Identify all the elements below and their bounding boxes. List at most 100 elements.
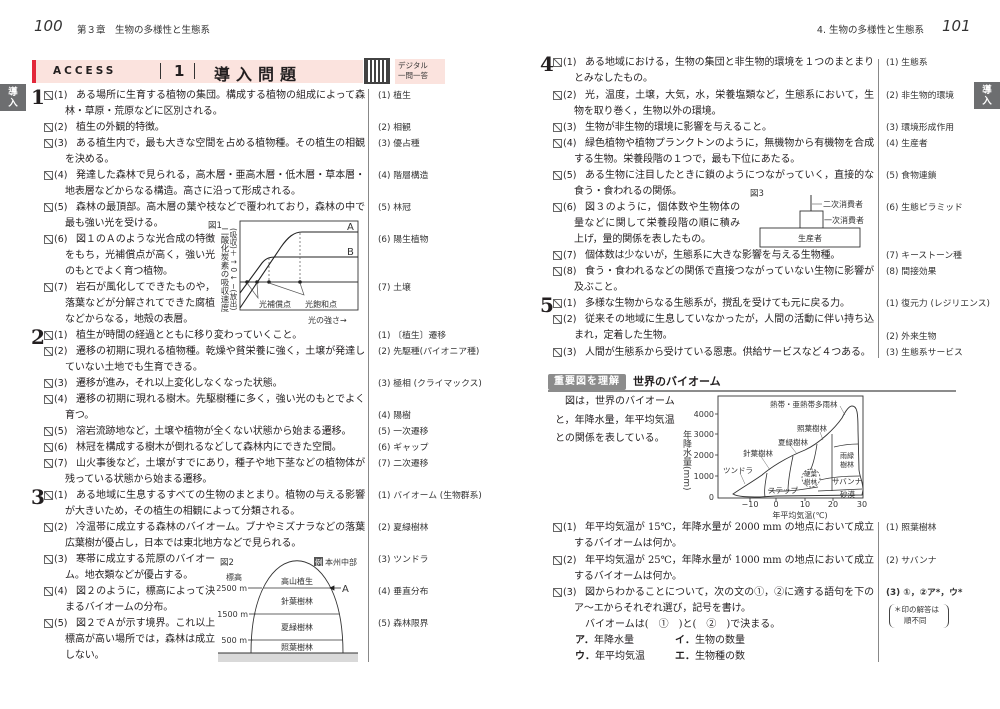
check-box[interactable] bbox=[44, 587, 53, 596]
check-box[interactable] bbox=[553, 315, 562, 324]
check-box[interactable] bbox=[553, 58, 562, 67]
option-d[interactable]: エ．生物種の数 bbox=[675, 649, 745, 665]
check-box[interactable] bbox=[553, 171, 562, 180]
answer-text: 先駆種(パイオニア種) bbox=[393, 347, 480, 357]
answer-label: (8) bbox=[886, 267, 899, 277]
check-box[interactable] bbox=[553, 91, 562, 100]
page-number-left: 100 bbox=[34, 17, 63, 35]
answer: (6) 生態ピラミッド bbox=[886, 200, 990, 216]
check-box[interactable] bbox=[553, 203, 562, 212]
answer-text: 〔植生〕遷移 bbox=[393, 331, 447, 341]
question-text: 林冠を構成する樹木が倒れるなどして森林内にできた空間。 bbox=[76, 442, 342, 453]
check-box[interactable] bbox=[44, 139, 53, 148]
check-box[interactable] bbox=[44, 203, 53, 212]
check-box[interactable] bbox=[44, 395, 53, 404]
check-box[interactable] bbox=[44, 91, 53, 100]
answer-label: (1) bbox=[378, 491, 391, 501]
check-box[interactable] bbox=[44, 619, 53, 628]
question-text: ある場所に生育する植物の集団。構成する植物の組成によって森林・草原・荒原などに区… bbox=[65, 90, 365, 117]
answer-label: (7) bbox=[886, 251, 899, 261]
question-text: 食う・食われるなどの関係で直接つながっていない生物に影響が及ぶこと。 bbox=[574, 266, 874, 293]
figure2-zone: 夏緑樹林 bbox=[281, 622, 313, 632]
answer-label: (1) bbox=[378, 331, 391, 341]
question-text: 図２でＡが示す境界。これ以上標高が高い場所では，森林は成立しない。 bbox=[65, 618, 215, 661]
answer: (6) ギャップ bbox=[378, 440, 482, 456]
check-box[interactable] bbox=[44, 459, 53, 468]
answer: (1) 復元力 (レジリエンス) bbox=[886, 296, 990, 312]
answer-text: 復元力 (レジリエンス) bbox=[901, 299, 990, 309]
check-box[interactable] bbox=[44, 491, 53, 500]
check-box[interactable] bbox=[553, 348, 562, 357]
check-box[interactable] bbox=[553, 139, 562, 148]
answer-label: (2) bbox=[378, 523, 391, 533]
check-box[interactable] bbox=[44, 347, 53, 356]
answer-label: (4) bbox=[886, 139, 899, 149]
question-text: 緑色植物や植物プランクトンのように，無機物から有機物を合成する生物。栄養段階の１… bbox=[574, 138, 874, 165]
answer: (2) 外来生物 bbox=[886, 329, 990, 345]
answer: (1) 照葉樹林 bbox=[886, 520, 990, 536]
option-a[interactable]: ア．年降水量 bbox=[575, 633, 634, 649]
qr-code-icon[interactable] bbox=[364, 58, 390, 84]
question-label: (5) bbox=[54, 618, 68, 629]
check-box[interactable] bbox=[44, 331, 53, 340]
figure1-xlabel: 光の強さ→ bbox=[308, 315, 347, 325]
option-b[interactable]: イ．生物の数量 bbox=[675, 633, 745, 649]
question-text: ある植生内で，最も大きな空間を占める植物種。その植生の相観を決める。 bbox=[65, 138, 365, 165]
answer-text: 極相 (クライマックス) bbox=[393, 379, 482, 389]
biome-xtick: −10 bbox=[742, 500, 759, 509]
question-text: 個体数は少ないが，生態系に大きな影響を与える生物種。 bbox=[585, 250, 841, 261]
biome-region-label: 夏緑樹林 bbox=[778, 437, 808, 447]
check-box[interactable] bbox=[553, 267, 562, 276]
check-box[interactable] bbox=[44, 555, 53, 564]
question-label: (1) bbox=[563, 57, 577, 68]
group-number: 4 bbox=[540, 52, 554, 76]
digital-quiz-link[interactable]: デジタル 一問一答 bbox=[395, 59, 445, 84]
biome-boundaries bbox=[764, 434, 863, 498]
check-box[interactable] bbox=[44, 235, 53, 244]
question-label: (5) bbox=[563, 170, 577, 181]
biome-chart: 4000 3000 2000 1000 0 −10 0 10 20 30 年平均… bbox=[694, 395, 867, 520]
question-text: 生物が非生物的環境に影響を与えること。 bbox=[585, 122, 772, 133]
check-box[interactable] bbox=[44, 379, 53, 388]
question-label: (6) bbox=[54, 234, 68, 245]
question-text: 遷移の初期に現れる樹木。先駆樹種に多く，強い光のもとでよく育つ。 bbox=[65, 394, 365, 421]
biome-xtick: 30 bbox=[857, 500, 867, 509]
check-box[interactable] bbox=[553, 556, 562, 565]
option-c[interactable]: ウ．年平均気温 bbox=[575, 649, 645, 665]
check-box[interactable] bbox=[44, 123, 53, 132]
check-box[interactable] bbox=[553, 523, 562, 532]
answer-text: 食物連鎖 bbox=[901, 171, 937, 181]
banner-number: 1 bbox=[174, 62, 185, 80]
answer-label: (1) bbox=[378, 91, 391, 101]
check-box[interactable] bbox=[44, 171, 53, 180]
check-box[interactable] bbox=[553, 588, 562, 597]
answer-label: (5) bbox=[378, 619, 391, 629]
question-text: 従来その地域に生息していなかったが，人間の活動に伴い持ち込まれ，定着した生物。 bbox=[574, 314, 874, 341]
answer-label: (1) bbox=[886, 299, 899, 309]
check-box[interactable] bbox=[44, 523, 53, 532]
question-label: (5) bbox=[54, 426, 68, 437]
answer-text: 相観 bbox=[393, 123, 411, 133]
group-number: 2 bbox=[31, 325, 45, 349]
side-tab-intro[interactable]: 導 入 bbox=[974, 82, 1000, 109]
question-text: 岩石が風化してできたものや，落葉などが分解されてできた腐植などからなる，地殻の表… bbox=[65, 282, 215, 325]
question-text: 年平均気温が 25℃，年降水量が 1000 mm の地点において成立するバイオー… bbox=[574, 555, 874, 582]
figure2-example-mark: 例 bbox=[315, 557, 323, 567]
figure2-mountain bbox=[250, 560, 344, 654]
answer: (4) 階層構造 bbox=[378, 168, 482, 184]
check-box[interactable] bbox=[44, 443, 53, 452]
check-box[interactable] bbox=[553, 123, 562, 132]
check-box[interactable] bbox=[44, 283, 53, 292]
answer-text: 環境形成作用 bbox=[901, 123, 955, 133]
side-tab-intro[interactable]: 導 入 bbox=[0, 84, 26, 111]
question-label: (3) bbox=[54, 378, 68, 389]
answer-label: (3) bbox=[378, 555, 391, 565]
question-text: 図３のように，個体数や生物体の量などに関して栄養段階の順に積み上げ，量的関係を表… bbox=[574, 202, 740, 245]
check-box[interactable] bbox=[553, 299, 562, 308]
question-label: (2) bbox=[563, 314, 577, 325]
answer-text: 一次遷移 bbox=[393, 427, 429, 437]
answer: (1) バイオーム (生物群系) bbox=[378, 488, 482, 504]
check-box[interactable] bbox=[553, 251, 562, 260]
check-box[interactable] bbox=[44, 427, 53, 436]
question-label: (2) bbox=[54, 346, 68, 357]
